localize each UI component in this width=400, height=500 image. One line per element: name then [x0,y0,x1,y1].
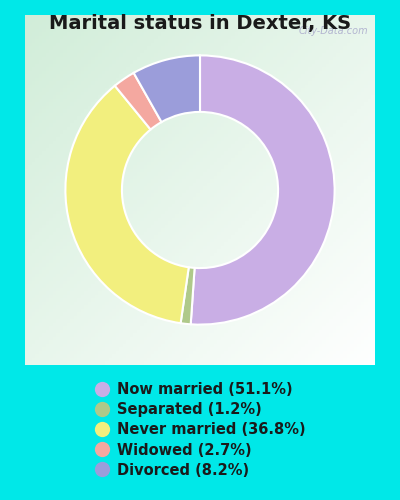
Text: Marital status in Dexter, KS: Marital status in Dexter, KS [49,14,351,33]
Wedge shape [181,268,195,324]
Text: City-Data.com: City-Data.com [298,26,368,36]
Wedge shape [134,56,200,122]
Wedge shape [115,73,162,130]
Wedge shape [191,56,335,324]
Wedge shape [65,86,189,323]
Legend: Now married (51.1%), Separated (1.2%), Never married (36.8%), Widowed (2.7%), Di: Now married (51.1%), Separated (1.2%), N… [90,378,310,482]
